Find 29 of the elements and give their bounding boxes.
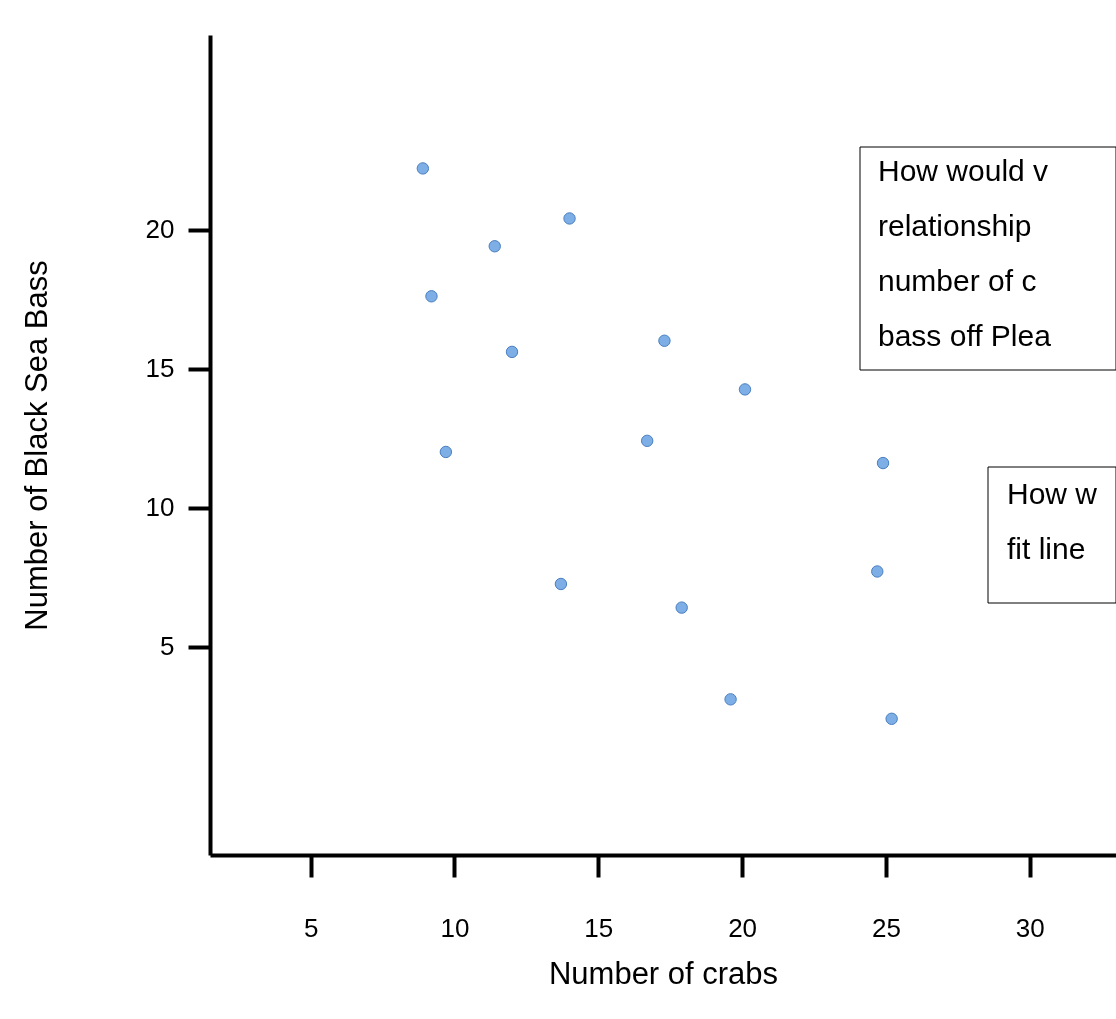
annotation: How w fit line (1007, 477, 1098, 565)
y-axis-title: Number of Black Sea Bass (18, 260, 54, 631)
point (871, 565, 884, 578)
x-tick-label: 10 (440, 912, 470, 943)
y-tick-label: 5 (160, 631, 175, 662)
x-tick-label: 15 (584, 912, 614, 943)
point (416, 162, 430, 175)
point (658, 334, 671, 347)
point (675, 601, 688, 614)
y-tick-label: 20 (145, 214, 175, 245)
point (505, 345, 519, 359)
point (439, 445, 453, 459)
y-tick-label: 15 (145, 353, 175, 384)
point (885, 712, 898, 725)
point (554, 577, 568, 591)
point (738, 383, 752, 396)
point (425, 290, 438, 303)
x-tick-label: 20 (728, 912, 758, 943)
y-tick-label: 10 (145, 492, 175, 523)
x-tick-label: 30 (1015, 912, 1045, 943)
x-tick-label: 25 (871, 912, 901, 943)
point (563, 212, 576, 225)
x-axis-title: Number of crabs (548, 955, 779, 991)
point (724, 693, 737, 706)
x-tick-label: 5 (303, 912, 319, 943)
point (488, 240, 501, 253)
annotation: How would v relationship number of c bass off Plea (878, 154, 1052, 352)
point (876, 456, 890, 470)
point (640, 434, 654, 448)
